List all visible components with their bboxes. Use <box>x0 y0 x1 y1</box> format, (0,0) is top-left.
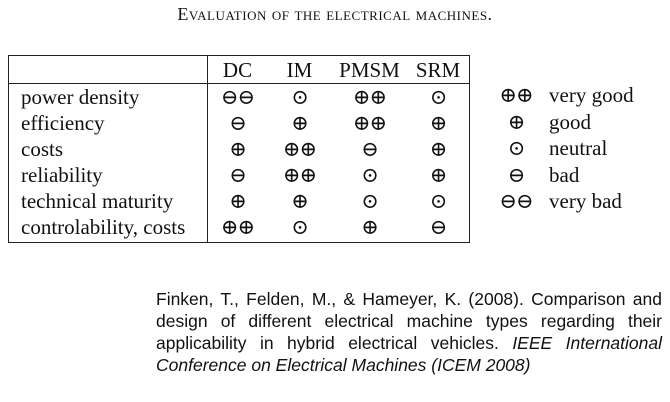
citation: Finken, T., Felden, M., & Hameyer, K. (2… <box>156 288 662 376</box>
row-label: costs <box>8 136 208 162</box>
legend-symbol: ⊕ <box>507 109 526 134</box>
table-header-row: DC IM PMSM SRM <box>8 55 470 84</box>
rating-cell: ⊕⊕ <box>352 85 387 109</box>
table-row: controlability, costs ⊕⊕ ⊙ ⊕ ⊖ <box>8 214 470 243</box>
rating-cell: ⊖ <box>207 110 267 136</box>
table-row: efficiency ⊖ ⊕ ⊕⊕ ⊕ <box>8 110 470 136</box>
rating-cell: ⊖⊖ <box>207 83 267 110</box>
legend-item: ⊙ neutral <box>483 135 634 162</box>
table-row: power density ⊖⊖ ⊙ ⊕⊕ ⊙ <box>8 83 470 110</box>
rating-cell: ⊕ <box>291 189 309 213</box>
legend-label: very bad <box>549 189 622 213</box>
legend-label: neutral <box>549 136 608 160</box>
column-header-dc: DC <box>207 55 267 84</box>
legend-item: ⊖ bad <box>483 162 634 189</box>
rating-cell: ⊕ <box>332 214 407 243</box>
legend-symbol: ⊕⊕ <box>499 83 533 107</box>
legend-label: good <box>549 109 591 134</box>
header-corner-cell <box>8 55 208 84</box>
rating-cell: ⊙ <box>291 85 309 109</box>
rating-cell: ⊙ <box>407 83 470 110</box>
legend-label: bad <box>549 162 580 187</box>
citation-venue: IEEE International Conference on Electri… <box>156 333 662 375</box>
rating-legend: ⊕⊕ very good ⊕ good ⊙ neutral ⊖ bad ⊖⊖ v… <box>483 82 634 215</box>
evaluation-table: DC IM PMSM SRM power density ⊖⊖ ⊙ ⊕⊕ ⊙ e… <box>8 55 470 243</box>
legend-label: very good <box>549 83 634 107</box>
row-label: power density <box>8 83 208 110</box>
rating-cell: ⊕ <box>407 136 470 162</box>
rating-cell: ⊕⊕ <box>282 163 317 187</box>
rating-cell: ⊙ <box>267 214 332 243</box>
row-label: technical maturity <box>8 188 208 214</box>
rating-cell: ⊖ <box>361 137 379 161</box>
rating-cell: ⊕⊕ <box>352 111 387 135</box>
column-header-pmsm: PMSM <box>332 55 407 84</box>
table-row: technical maturity ⊕ ⊕ ⊙ ⊙ <box>8 188 470 214</box>
table-row: costs ⊕ ⊕⊕ ⊖ ⊕ <box>8 136 470 162</box>
rating-cell: ⊖ <box>207 162 267 188</box>
table-caption: Evaluation of the electrical machines. <box>177 4 493 24</box>
rating-cell: ⊙ <box>407 188 470 214</box>
row-label: efficiency <box>8 110 208 136</box>
rating-cell: ⊙ <box>361 189 379 213</box>
legend-symbol: ⊖⊖ <box>499 189 533 213</box>
legend-item: ⊕⊕ very good <box>483 82 634 109</box>
legend-symbol: ⊖ <box>507 162 526 187</box>
rating-cell: ⊕ <box>291 111 309 135</box>
row-label: reliability <box>8 162 208 188</box>
row-label: controlability, costs <box>8 214 208 243</box>
rating-cell: ⊕ <box>407 110 470 136</box>
legend-item: ⊖⊖ very bad <box>483 188 634 215</box>
table-row: reliability ⊖ ⊕⊕ ⊙ ⊕ <box>8 162 470 188</box>
rating-cell: ⊕⊕ <box>207 214 267 243</box>
legend-item: ⊕ good <box>483 109 634 136</box>
legend-symbol: ⊙ <box>507 136 526 160</box>
column-header-srm: SRM <box>407 55 470 84</box>
rating-cell: ⊕ <box>207 188 267 214</box>
rating-cell: ⊕⊕ <box>282 137 317 161</box>
rating-cell: ⊕ <box>407 162 470 188</box>
citation-authors-title: Finken, T., Felden, M., & Hameyer, K. (2… <box>156 289 662 353</box>
rating-cell: ⊖ <box>407 214 470 243</box>
column-header-im: IM <box>267 55 332 84</box>
rating-cell: ⊙ <box>361 163 379 187</box>
rating-cell: ⊕ <box>207 136 267 162</box>
